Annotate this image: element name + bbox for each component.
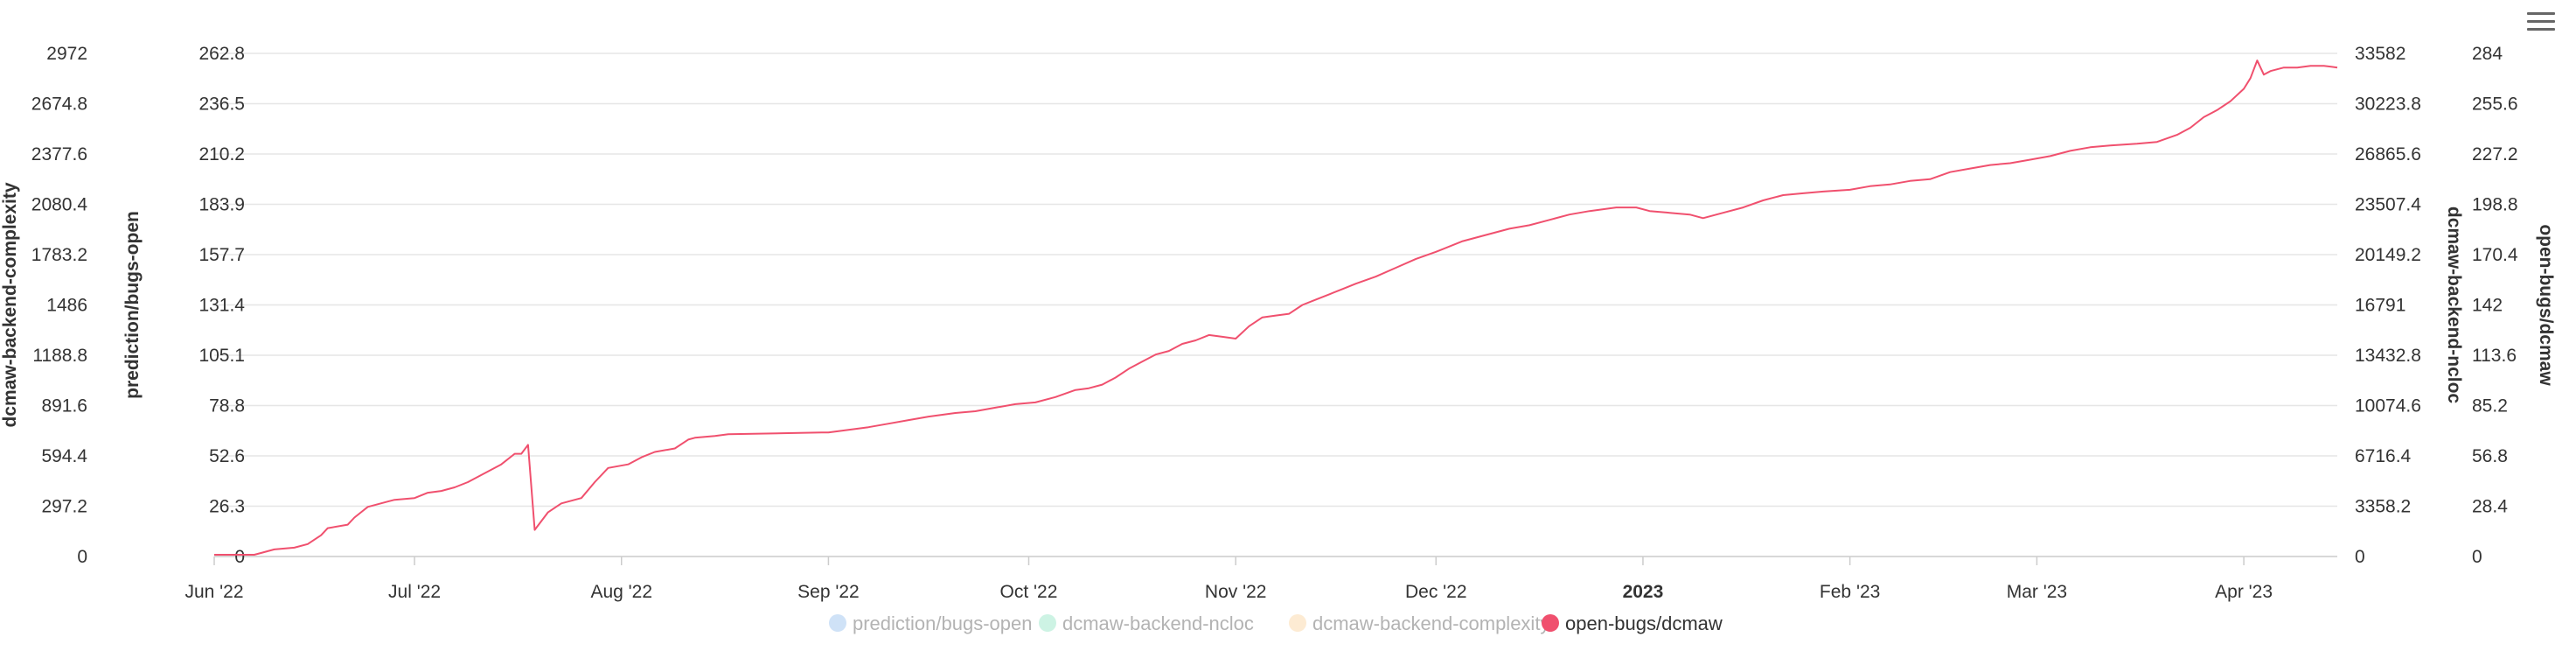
y-tick-label: 2377.6: [31, 144, 87, 164]
y-tick-label: 113.6: [2472, 346, 2517, 366]
x-tick-label: Feb '23: [1820, 582, 1880, 602]
hamburger-menu-icon[interactable]: [2527, 12, 2555, 37]
y-tick-label: 3358.2: [2355, 497, 2411, 517]
x-tick-label: Jun '22: [184, 582, 243, 602]
y-tick-label: 594.4: [41, 446, 87, 466]
x-tick-label: Mar '23: [2007, 582, 2067, 602]
legend-item-label[interactable]: dcmaw-backend-complexity: [1312, 612, 1549, 634]
y-tick-label: 0: [2472, 547, 2482, 567]
y-tick-label: 2080.4: [31, 195, 88, 215]
y-tick-label: 0: [234, 547, 245, 567]
y-tick-label: 78.8: [209, 396, 245, 416]
y-tick-label: 131.4: [198, 296, 245, 316]
x-axis: Jun '22 Jul '22 Aug '22 Sep '22 Oct '22 Nov '…: [184, 556, 2273, 602]
y-tick-label: 105.1: [198, 346, 245, 366]
series-line-open-bugs: [214, 60, 2338, 556]
y-tick-label: 1188.8: [32, 346, 87, 366]
y-axis-title: dcmaw-backend-complexity: [0, 182, 20, 427]
y-tick-label: 56.8: [2472, 446, 2508, 466]
chart-legend[interactable]: prediction/bugs-open dcmaw-backend-ncloc d…: [829, 612, 1723, 634]
y-tick-label: 13432.8: [2355, 346, 2421, 366]
y-tick-label: 891.6: [41, 396, 87, 416]
y-tick-label: 52.6: [209, 446, 245, 466]
x-tick-label: Apr '23: [2215, 582, 2273, 602]
chart-grid: [214, 52, 2337, 557]
y-tick-label: 33582: [2355, 44, 2405, 64]
y-tick-label: 255.6: [2472, 94, 2518, 115]
chart-series: [214, 60, 2338, 556]
x-tick-label: Aug '22: [590, 582, 652, 602]
legend-item-label[interactable]: prediction/bugs-open: [853, 612, 1032, 634]
y-axis-title: prediction/bugs-open: [122, 211, 143, 399]
legend-marker[interactable]: [1289, 614, 1306, 632]
y-tick-label: 198.8: [2472, 195, 2518, 215]
y-tick-label: 1486: [46, 296, 87, 316]
legend-marker[interactable]: [1039, 614, 1056, 632]
y-tick-label: 157.7: [198, 245, 245, 265]
x-tick-label: Jul '22: [388, 582, 441, 602]
y-axis-title: open-bugs/dcmaw: [2536, 224, 2556, 386]
y-tick-label: 0: [77, 547, 87, 567]
y-axis-title: dcmaw-backend-ncloc: [2444, 206, 2464, 404]
y-tick-label: 23507.4: [2355, 195, 2421, 215]
y-tick-label: 170.4: [2472, 245, 2518, 265]
y-tick-label: 2972: [46, 44, 87, 64]
y-tick-label: 262.8: [198, 44, 245, 64]
legend-marker[interactable]: [829, 614, 846, 632]
legend-marker[interactable]: [1542, 614, 1559, 632]
y-tick-label: 284: [2472, 44, 2503, 64]
y-tick-label: 16791: [2355, 296, 2405, 316]
legend-item-label[interactable]: open-bugs/dcmaw: [1565, 612, 1723, 634]
y-tick-label: 236.5: [198, 94, 245, 115]
y-tick-label: 85.2: [2472, 396, 2508, 416]
y-tick-label: 30223.8: [2355, 94, 2421, 115]
y-tick-label: 183.9: [198, 195, 245, 215]
y-tick-label: 20149.2: [2355, 245, 2421, 265]
y-tick-label: 227.2: [2472, 144, 2518, 164]
y-tick-label: 297.2: [41, 497, 87, 517]
y-tick-label: 210.2: [198, 144, 245, 164]
y-tick-label: 142: [2472, 296, 2503, 316]
x-tick-label: 2023: [1623, 582, 1664, 602]
y-tick-label: 6716.4: [2355, 446, 2412, 466]
x-tick-label: Nov '22: [1205, 582, 1267, 602]
y-tick-label: 0: [2355, 547, 2365, 567]
y-tick-label: 28.4: [2472, 497, 2508, 517]
y-tick-label: 10074.6: [2355, 396, 2421, 416]
y-tick-label: 26865.6: [2355, 144, 2421, 164]
x-tick-label: Sep '22: [797, 582, 860, 602]
y-axes: 0 297.2 594.4 891.6 1188.8 1486 1783.2 2080.4 23…: [0, 44, 2556, 567]
x-tick-label: Oct '22: [1000, 582, 1058, 602]
y-tick-label: 26.3: [209, 497, 245, 517]
x-tick-label: Dec '22: [1405, 582, 1467, 602]
y-tick-label: 1783.2: [31, 245, 87, 265]
y-tick-label: 2674.8: [31, 94, 87, 115]
legend-item-label[interactable]: dcmaw-backend-ncloc: [1062, 612, 1254, 634]
